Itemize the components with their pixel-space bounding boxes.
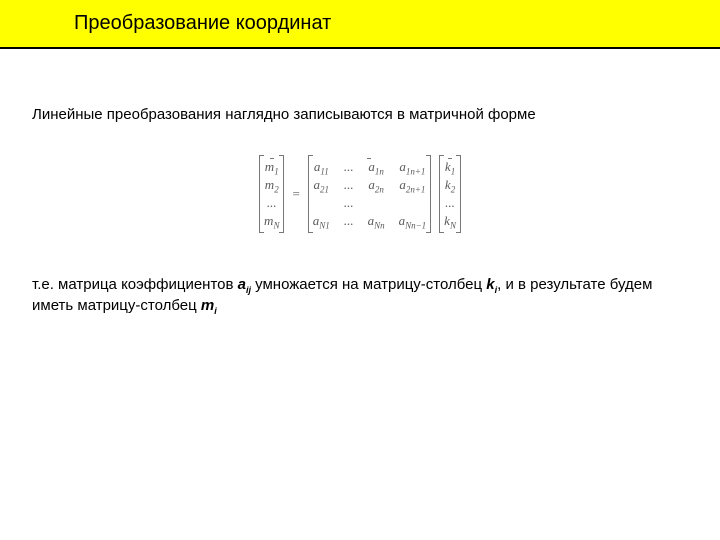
vector-k: k1 k2 ... kN [439, 155, 461, 233]
p2-text-2: умножается на матрицу-столбец [251, 276, 486, 293]
paragraph-1: Линейные преобразования наглядно записыв… [32, 105, 688, 125]
matrix-equation: m1 m2 ... mN = a11 a21 aN1 ... ... ... [32, 155, 688, 233]
equals-sign: = [292, 186, 299, 202]
vector-m: m1 m2 ... mN [259, 155, 284, 233]
symbol-m-sub: i [214, 306, 217, 316]
symbol-k: k [486, 276, 494, 293]
symbol-m: m [201, 297, 214, 314]
paragraph-2: т.е. матрица коэффициентов aij умножаетс… [32, 275, 688, 316]
p2-text-1: т.е. матрица коэффициентов [32, 276, 238, 293]
slide-title: Преобразование координат [74, 12, 331, 34]
matrix-a: a11 a21 aN1 ... ... ... ... a1n a2n aNn [308, 155, 431, 233]
symbol-a: a [238, 276, 246, 293]
slide-body: Линейные преобразования наглядно записыв… [0, 105, 720, 316]
slide-header: Преобразование координат [0, 0, 720, 49]
